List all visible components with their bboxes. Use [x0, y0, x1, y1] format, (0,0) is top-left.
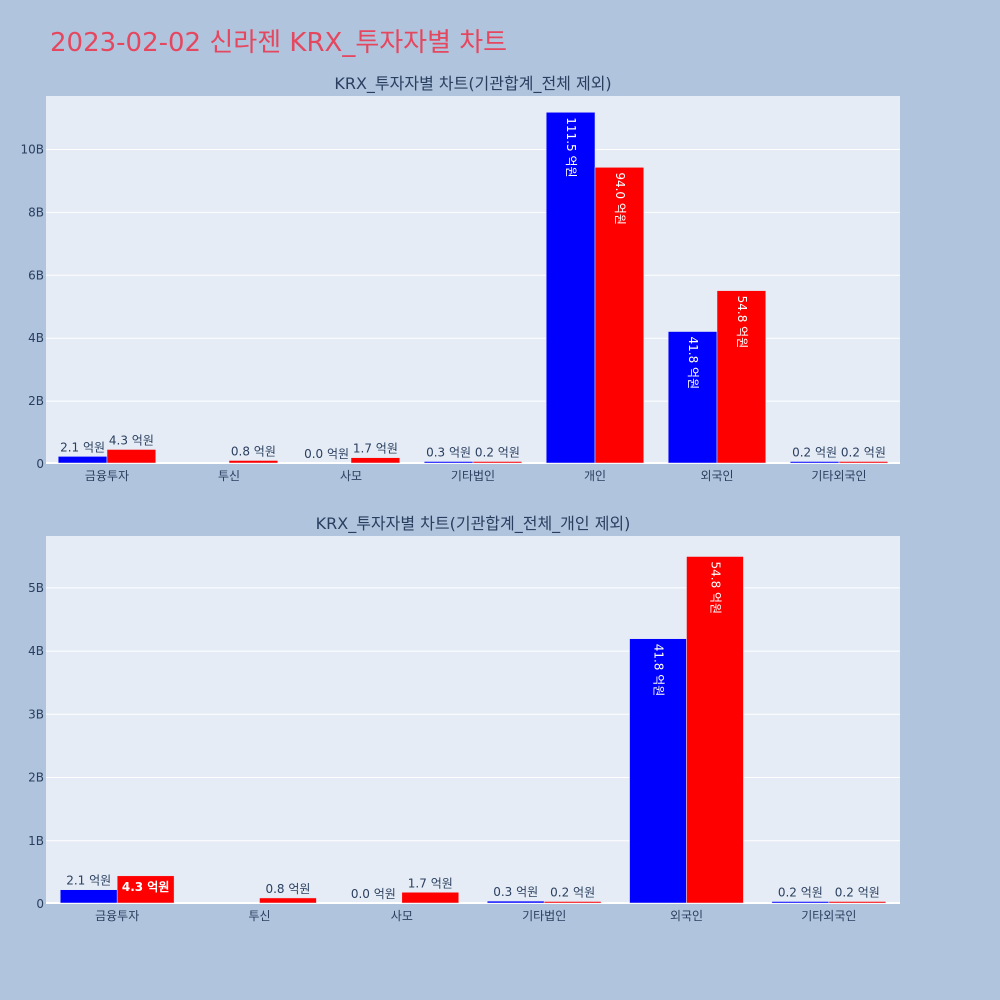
- bar: [594, 167, 645, 464]
- bar-data-label: 0.3 억원: [426, 446, 471, 460]
- y-tick-label: 2B: [28, 394, 44, 408]
- bar-data-label: 4.3 억원: [122, 880, 170, 894]
- bar: [789, 461, 840, 464]
- bar-data-label: 41.8 억원: [652, 644, 666, 697]
- x-tick-label: 기타법인: [522, 909, 566, 923]
- bar: [716, 290, 767, 464]
- y-tick-label: 2B: [28, 771, 44, 785]
- bar-data-label: 0.0 억원: [304, 447, 349, 461]
- x-tick-label: 외국인: [670, 909, 703, 923]
- bar-data-label: 0.2 억원: [835, 886, 880, 900]
- bar-data-label: 0.3 억원: [493, 885, 538, 899]
- bar: [59, 889, 118, 904]
- y-tick-label: 8B: [28, 205, 44, 219]
- x-tick-label: 투신: [248, 909, 270, 923]
- bar-data-label: 2.1 억원: [60, 440, 105, 454]
- y-tick-label: 4B: [28, 331, 44, 345]
- y-tick-label: 3B: [28, 707, 44, 721]
- bar: [57, 456, 108, 464]
- bar-data-label: 94.0 억원: [613, 172, 627, 225]
- y-tick-label: 5B: [28, 581, 44, 595]
- x-tick-label: 기타외국인: [811, 469, 866, 483]
- y-tick-label: 10B: [20, 142, 44, 156]
- x-tick-label: 금융투자: [95, 909, 139, 923]
- bar: [259, 897, 317, 904]
- bar-data-label: 2.1 억원: [66, 874, 111, 888]
- y-tick-label: 0: [36, 897, 44, 911]
- bar-data-label: 54.8 억원: [708, 561, 722, 614]
- bar-data-label: 0.2 억원: [475, 446, 520, 460]
- bar: [686, 556, 744, 904]
- bar-data-label: 0.0 억원: [351, 887, 396, 901]
- bar: [771, 901, 830, 904]
- bar-data-label: 0.2 억원: [841, 446, 886, 460]
- x-tick-label: 사모: [340, 469, 362, 483]
- y-tick-label: 6B: [28, 268, 44, 282]
- bar: [545, 112, 596, 464]
- page-title: 2023-02-02 신라젠 KRX_투자자별 차트: [50, 28, 508, 58]
- bar: [543, 901, 602, 904]
- bar: [629, 638, 687, 904]
- x-tick-label: 외국인: [700, 469, 733, 483]
- bar: [838, 461, 889, 464]
- bar: [472, 461, 523, 464]
- bar: [228, 460, 279, 464]
- bar-data-label: 1.7 억원: [408, 876, 453, 890]
- bar: [116, 875, 175, 904]
- plot-area: [46, 536, 900, 904]
- x-tick-label: 금융투자: [85, 469, 129, 483]
- bar: [350, 457, 401, 464]
- bar: [667, 331, 718, 464]
- chart-bottom: KRX_투자자별 차트(기관합계_전체_개인 제외) 0 1B 2B 3B 4B 5B 금융투…: [28, 514, 900, 923]
- y-tick-label: 1B: [28, 834, 44, 848]
- bar-data-label: 41.8 억원: [686, 337, 700, 390]
- chart-top: KRX_투자자별 차트(기관합계_전체 제외) 0 2B 4B 6B 8B 10B 금융투자 2…: [20, 74, 900, 483]
- plot-area: [46, 96, 900, 464]
- y-tick-label: 4B: [28, 644, 44, 658]
- bar: [423, 461, 474, 464]
- bar-data-label: 1.7 억원: [353, 442, 398, 456]
- bar-data-label: 0.2 억원: [550, 886, 595, 900]
- bar-data-label: 0.8 억원: [265, 882, 310, 896]
- bar: [828, 901, 887, 904]
- x-tick-label: 기타법인: [451, 469, 495, 483]
- x-tick-label: 기타외국인: [801, 909, 856, 923]
- bar: [401, 892, 460, 904]
- chart-title: KRX_투자자별 차트(기관합계_전체 제외): [334, 74, 611, 94]
- x-tick-label: 투신: [218, 469, 240, 483]
- bar: [486, 900, 545, 904]
- x-tick-label: 개인: [584, 469, 606, 483]
- bar-data-label: 0.2 억원: [778, 886, 823, 900]
- bar-data-label: 0.2 억원: [792, 446, 837, 460]
- bar-data-label: 4.3 억원: [109, 433, 154, 447]
- bar-data-label: 111.5 억원: [564, 117, 578, 177]
- bar-data-label: 54.8 억원: [735, 296, 749, 349]
- y-tick-label: 0: [36, 457, 44, 471]
- bar: [106, 449, 157, 464]
- bar-data-label: 0.8 억원: [231, 444, 276, 458]
- x-tick-label: 사모: [391, 909, 413, 923]
- chart-title: KRX_투자자별 차트(기관합계_전체_개인 제외): [316, 514, 631, 534]
